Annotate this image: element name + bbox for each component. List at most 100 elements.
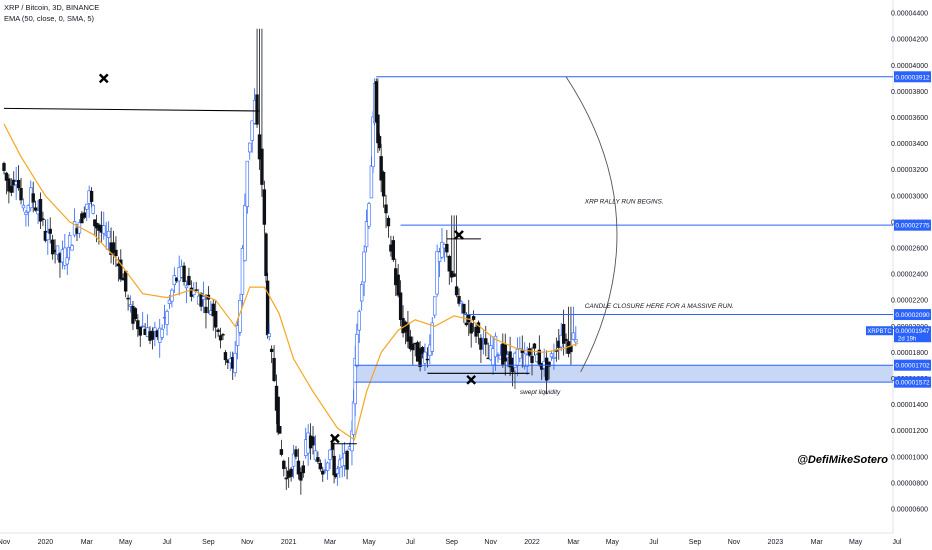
candle-body xyxy=(301,465,305,474)
y-tick-label: 0.00003400 xyxy=(891,141,928,148)
candle-body xyxy=(291,453,296,467)
candle-body xyxy=(462,303,466,314)
candle-body xyxy=(70,245,74,251)
candle-body xyxy=(63,247,67,266)
candle-body xyxy=(102,225,106,234)
candle-body xyxy=(527,348,532,356)
candle-body xyxy=(257,134,262,160)
annotation-swept-liquidity: swept liquidity xyxy=(520,389,561,396)
candle-body xyxy=(381,171,386,197)
candle-body xyxy=(248,142,252,153)
candle-body xyxy=(425,358,430,361)
x-tick-label: Jul xyxy=(893,539,902,546)
candle-body xyxy=(471,316,476,320)
candle-body xyxy=(111,242,116,253)
level-1702-label: 0.00001702 xyxy=(895,363,930,370)
candle-body xyxy=(532,343,537,349)
candle-body xyxy=(384,204,388,214)
candle-body xyxy=(371,116,375,167)
candle-body xyxy=(457,296,461,304)
y-tick-label: 0.00001000 xyxy=(891,454,928,461)
candle-body xyxy=(561,324,566,344)
candle-body xyxy=(367,203,371,227)
current-price-tag xyxy=(894,326,931,343)
y-tick-label: 0.00001200 xyxy=(891,428,928,435)
candle-body xyxy=(420,347,425,354)
candle-body xyxy=(355,333,359,367)
level-2775-tag xyxy=(894,219,931,231)
candle-body xyxy=(199,293,203,307)
candle-body xyxy=(114,249,118,256)
candle-body xyxy=(165,311,169,325)
candle-body xyxy=(432,296,437,316)
candle-body xyxy=(311,436,315,446)
candle-body xyxy=(537,349,542,365)
x-tick-label: Jul xyxy=(163,539,172,546)
candle-body xyxy=(282,460,286,469)
candle-body xyxy=(464,322,469,326)
candle-body xyxy=(313,450,318,461)
y-tick-label: 0.00002600 xyxy=(891,246,928,253)
x-tick-label: Sep xyxy=(689,539,702,546)
x-tick-label: May xyxy=(849,539,863,546)
x-tick-label: 2022 xyxy=(524,539,540,546)
candle-body xyxy=(260,148,264,185)
level-1702-tag xyxy=(894,359,931,371)
candle-body xyxy=(321,470,325,475)
candle-body xyxy=(250,120,254,141)
x-tick-label: Nov xyxy=(241,539,254,546)
candle-body xyxy=(391,240,396,260)
y-tick-label: 0.00004400 xyxy=(891,11,928,18)
candle-body xyxy=(345,450,349,470)
candle-body xyxy=(9,185,13,193)
chart-title: XRP / Bitcoin, 3D, BINANCE xyxy=(4,3,100,12)
candle-body xyxy=(136,320,140,330)
author-watermark: @DefiMikeSotero xyxy=(797,454,888,466)
y-tick-label: 0.00000800 xyxy=(891,480,928,487)
candle-body xyxy=(351,401,356,436)
candle-body xyxy=(167,299,172,304)
candle-body xyxy=(160,329,164,338)
candle-body xyxy=(80,213,84,224)
level-2090-tag xyxy=(894,309,931,321)
candle-body xyxy=(233,352,237,374)
candle-body xyxy=(377,136,382,149)
candle-body xyxy=(530,355,534,363)
candle-body xyxy=(106,230,111,238)
candle-body xyxy=(325,462,330,471)
candle-body xyxy=(240,248,245,295)
candle-body xyxy=(41,218,45,220)
candle-body xyxy=(362,251,366,283)
candle-body xyxy=(82,212,86,218)
candle-body xyxy=(4,172,9,181)
x-tick-label: Mar xyxy=(811,539,824,546)
candle-body xyxy=(265,280,270,336)
y-tick-label: 0.00003200 xyxy=(891,167,928,174)
x-tick-label: Mar xyxy=(567,539,580,546)
candle-body xyxy=(243,205,247,261)
level-2775-label: 0.00002775 xyxy=(895,223,930,230)
candle-body xyxy=(518,348,522,359)
y-tick-label: 0.00004200 xyxy=(891,37,928,44)
x-tick-label: Sep xyxy=(202,539,215,546)
candle-body xyxy=(398,292,403,320)
candle-body xyxy=(211,303,215,317)
candle-body xyxy=(123,270,128,292)
candle-body xyxy=(128,304,133,307)
candle-body xyxy=(221,334,225,336)
candle-body xyxy=(423,351,427,364)
candle-body xyxy=(279,449,284,455)
candle-body xyxy=(445,243,449,253)
x-tick-label: Nov xyxy=(728,539,741,546)
candle-body xyxy=(26,205,31,213)
candle-body xyxy=(296,460,301,475)
candle-body xyxy=(479,337,483,350)
cross-marker-4 xyxy=(466,374,477,385)
candle-body xyxy=(408,336,413,350)
candle-body xyxy=(55,245,60,255)
candle-body xyxy=(48,228,52,234)
candle-body xyxy=(503,344,507,362)
candle-body xyxy=(85,203,89,210)
candle-body xyxy=(284,477,288,480)
